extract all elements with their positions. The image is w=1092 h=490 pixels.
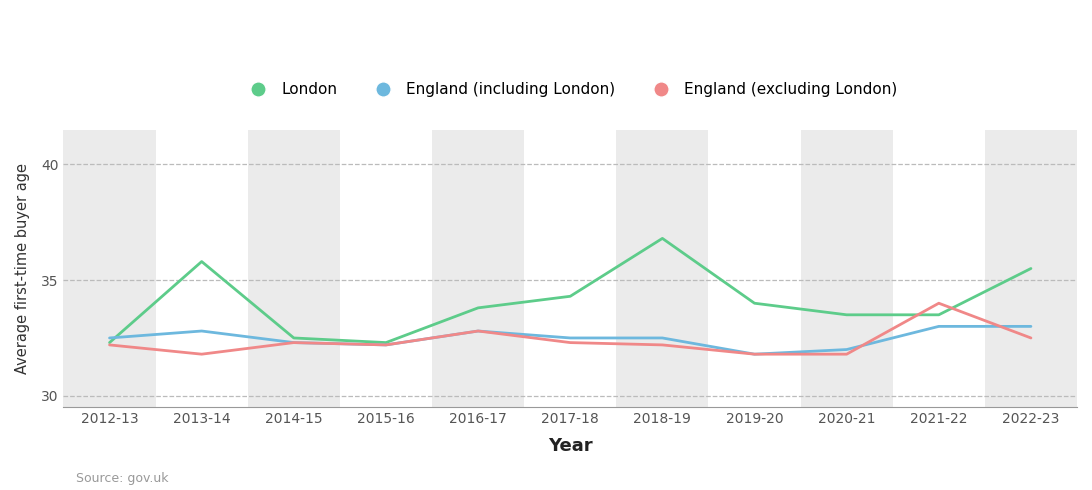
Y-axis label: Average first-time buyer age: Average first-time buyer age [15,163,29,374]
X-axis label: Year: Year [548,438,593,455]
Bar [985,129,1077,407]
Bar [432,129,524,407]
Bar [248,129,340,407]
Text: Source: gov.uk: Source: gov.uk [76,472,169,485]
Bar [616,129,709,407]
Bar [63,129,156,407]
Legend: London, England (including London), England (excluding London): London, England (including London), Engl… [237,76,903,103]
Bar [800,129,893,407]
